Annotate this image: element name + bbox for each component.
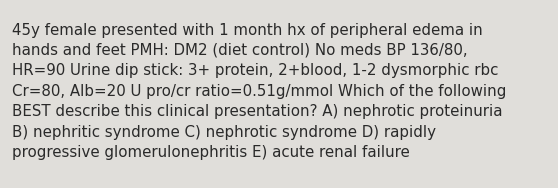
Text: 45y female presented with 1 month hx of peripheral edema in
hands and feet PMH: : 45y female presented with 1 month hx of … xyxy=(12,23,507,160)
